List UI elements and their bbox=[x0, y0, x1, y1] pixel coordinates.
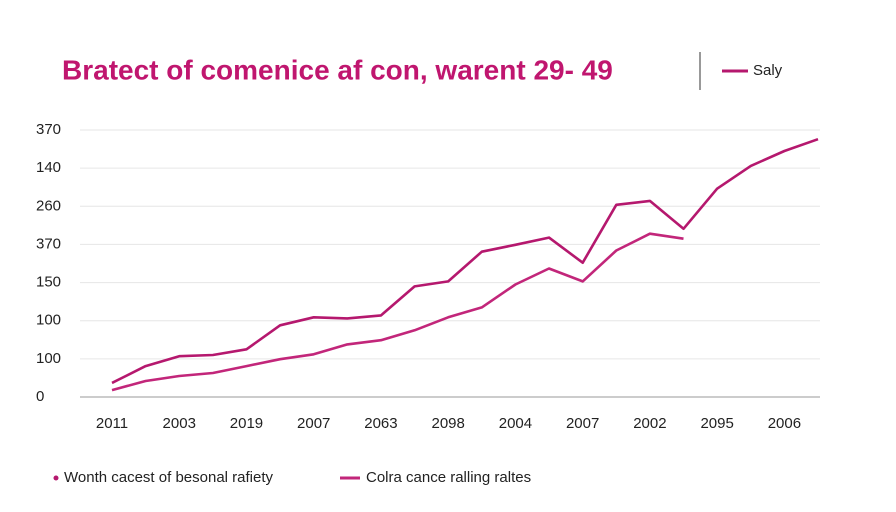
series-line bbox=[111, 232, 684, 392]
x-tick-label: 2007 bbox=[297, 415, 330, 432]
y-tick-label: 0 bbox=[36, 388, 44, 405]
y-tick-label: 140 bbox=[36, 159, 61, 176]
x-tick-label: 2002 bbox=[633, 415, 666, 432]
x-tick-label: 2004 bbox=[499, 415, 532, 432]
legend-swatch bbox=[53, 475, 59, 481]
y-tick-label: 100 bbox=[36, 312, 61, 329]
x-tick-label: 2063 bbox=[364, 415, 397, 432]
y-tick-label: 260 bbox=[36, 197, 61, 214]
legend-note: Saly bbox=[753, 62, 783, 79]
legend-label: Colra cance ralling raltes bbox=[366, 469, 531, 486]
x-tick-label: 2006 bbox=[768, 415, 801, 432]
y-tick-label: 370 bbox=[36, 121, 61, 138]
x-tick-label: 2019 bbox=[230, 415, 263, 432]
x-tick-label: 2095 bbox=[700, 415, 733, 432]
x-tick-label: 2007 bbox=[566, 415, 599, 432]
legend-label: Wonth cacest of besonal rafiety bbox=[64, 469, 274, 486]
chart-title: Bratect of comenice af con, warent 29- 4… bbox=[62, 54, 613, 85]
y-tick-label: 100 bbox=[36, 350, 61, 367]
y-tick-label: 150 bbox=[36, 274, 61, 291]
x-tick-label: 2011 bbox=[96, 415, 128, 432]
y-tick-label: 370 bbox=[36, 235, 61, 252]
x-tick-label: 2098 bbox=[432, 415, 465, 432]
series-line bbox=[111, 137, 819, 385]
x-tick-label: 2003 bbox=[163, 415, 196, 432]
